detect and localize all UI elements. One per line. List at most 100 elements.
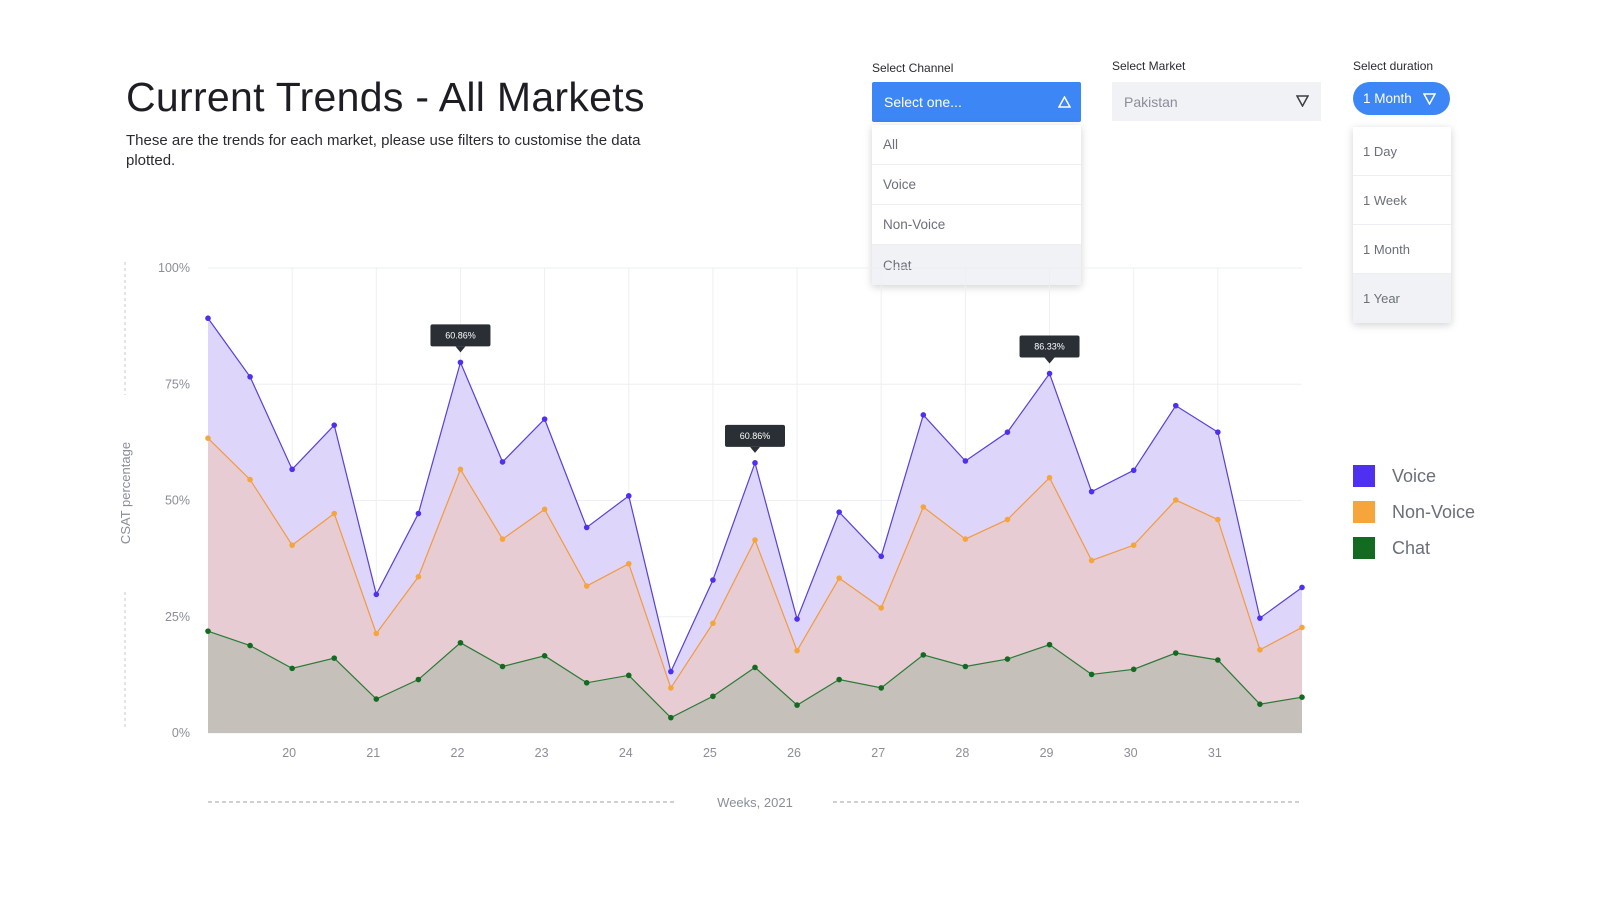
data-point <box>878 685 885 691</box>
data-point <box>1004 516 1011 523</box>
data-point <box>541 653 548 659</box>
data-point <box>710 577 716 583</box>
data-point <box>373 630 380 637</box>
tooltip-text: 86.33% <box>1034 342 1065 352</box>
data-point <box>1130 542 1137 548</box>
tooltip: 60.86% <box>725 424 785 453</box>
y-tick-label: 0% <box>172 726 190 740</box>
data-point <box>710 693 716 700</box>
legend-item: Chat <box>1353 536 1475 560</box>
menu-option[interactable]: Chat <box>872 245 1081 285</box>
channel-menu: All Voice Non-Voice Chat <box>872 125 1081 285</box>
data-point <box>920 412 927 418</box>
data-point <box>752 460 758 466</box>
x-tick-label: 31 <box>1208 746 1222 760</box>
caret-down-icon <box>1296 95 1309 107</box>
tooltip-text: 60.86% <box>445 330 476 340</box>
data-point <box>1172 650 1179 656</box>
duration-menu: 1 Day 1 Week 1 Month 1 Year <box>1353 127 1451 323</box>
tooltip-box <box>725 424 785 447</box>
x-tick-label: 21 <box>366 746 380 760</box>
data-point <box>920 504 927 510</box>
x-tick-label: 26 <box>787 746 801 760</box>
data-point <box>836 509 842 515</box>
y-tick-label: 100% <box>158 261 190 275</box>
data-point <box>1046 474 1053 481</box>
menu-option[interactable]: 1 Month <box>1353 225 1451 274</box>
data-point <box>710 620 716 627</box>
data-point <box>289 665 295 672</box>
legend-label: Chat <box>1392 537 1431 558</box>
data-point <box>1088 671 1095 678</box>
data-point <box>1215 429 1221 435</box>
data-point <box>247 642 253 649</box>
data-point <box>205 435 211 441</box>
market-select[interactable]: Pakistan <box>1112 82 1321 121</box>
data-point <box>1257 701 1263 707</box>
data-point <box>415 676 422 683</box>
data-point <box>1172 497 1179 503</box>
data-point <box>1257 615 1263 621</box>
legend-swatch <box>1353 501 1375 523</box>
channel-select[interactable]: Select one... <box>872 82 1081 122</box>
data-point <box>625 560 632 567</box>
data-point <box>457 466 464 473</box>
data-point <box>1172 402 1179 409</box>
x-tick-label: 20 <box>282 746 296 760</box>
filter-label: Select duration <box>1353 59 1434 73</box>
tooltip: 86.33% <box>1019 335 1080 364</box>
data-point <box>625 672 632 679</box>
menu-option[interactable]: All <box>872 125 1081 165</box>
data-point <box>878 605 885 611</box>
data-point <box>1215 516 1221 523</box>
menu-option[interactable]: 1 Week <box>1353 176 1451 225</box>
data-point <box>878 553 885 560</box>
x-axis-label: Weeks, 2021 <box>717 795 793 810</box>
data-point <box>1130 666 1137 673</box>
data-point <box>541 506 548 513</box>
duration-select[interactable]: 1 Month <box>1353 82 1450 115</box>
data-point <box>1004 656 1011 662</box>
legend: Voice Non-Voice Chat <box>1353 464 1475 572</box>
data-point <box>1046 370 1053 377</box>
data-point <box>499 536 506 542</box>
data-point <box>668 714 674 721</box>
select-value: Pakistan <box>1124 93 1178 110</box>
data-point <box>331 510 338 517</box>
data-point <box>289 466 295 473</box>
menu-option[interactable]: 1 Year <box>1353 274 1451 323</box>
data-point <box>836 575 842 581</box>
tooltip-box <box>430 324 491 347</box>
menu-option[interactable]: Non-Voice <box>872 205 1081 245</box>
data-point <box>289 542 295 548</box>
y-axis-label: CSAT percentage <box>118 442 133 544</box>
data-point <box>962 536 969 542</box>
filter-label: Select Market <box>1112 59 1186 73</box>
data-point <box>794 702 800 708</box>
x-tick-label: 29 <box>1040 746 1054 760</box>
select-value: 1 Month <box>1363 91 1412 106</box>
data-point <box>962 458 969 464</box>
data-point <box>836 676 842 683</box>
data-point <box>962 663 969 670</box>
data-point <box>583 679 590 686</box>
x-tick-label: 25 <box>703 746 717 760</box>
menu-option[interactable]: Voice <box>872 165 1081 205</box>
tooltip-text: 60.86% <box>740 431 771 441</box>
filter-label: Select Channel <box>872 61 954 75</box>
data-point <box>1130 467 1137 474</box>
data-point <box>205 315 211 322</box>
y-tick-label: 50% <box>165 494 190 508</box>
tooltip: 60.86% <box>430 324 491 353</box>
data-point <box>794 647 800 654</box>
legend-item: Non-Voice <box>1353 500 1475 524</box>
data-point <box>1257 646 1263 653</box>
x-tick-label: 28 <box>955 746 969 760</box>
menu-option[interactable]: 1 Day <box>1353 127 1451 176</box>
data-point <box>1088 488 1095 495</box>
data-point <box>373 696 380 702</box>
page-title: Current Trends - All Markets <box>126 74 645 120</box>
select-placeholder: Select one... <box>884 94 962 110</box>
legend-swatch <box>1353 537 1375 559</box>
